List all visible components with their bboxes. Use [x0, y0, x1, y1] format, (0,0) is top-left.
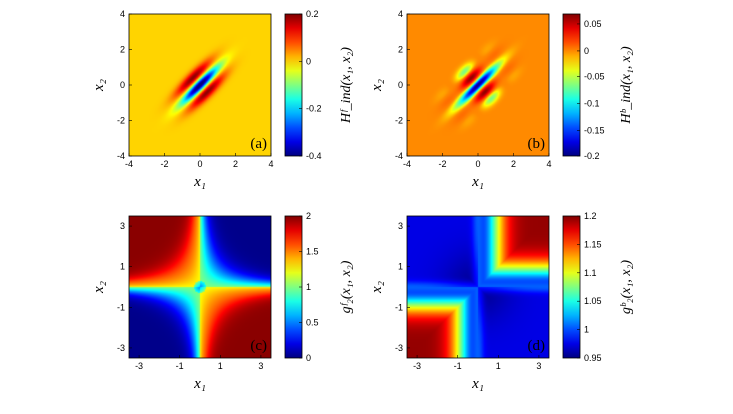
- colorbar-tick-label: 2: [306, 211, 311, 221]
- x-tick-label: 0: [197, 159, 202, 169]
- colorbar-tick-label: 1.05: [584, 296, 602, 306]
- colorbar-tick-label: -0.1: [584, 98, 600, 108]
- x-axis-label: x₁: [193, 376, 206, 392]
- y-tick-label: 4: [120, 9, 125, 19]
- x-tick-label: -1: [454, 361, 462, 371]
- x-tick-label: -1: [176, 361, 184, 371]
- colorbar-tick-label: -0.2: [584, 151, 600, 161]
- colorbar-tick-label: 1.1: [584, 268, 597, 278]
- colorbar-tick-label: -0.2: [306, 104, 322, 114]
- y-tick-label: 2: [120, 45, 125, 55]
- heatmap-image: [129, 216, 271, 358]
- panel-c: -3 -1 1 3 3 1 -1 -3 x₁ x₂ (c) 2 1.5 1 0.5 0 gᶠ₂(x₁, x₂): [91, 211, 354, 392]
- x-tick-label: 0: [475, 159, 480, 169]
- plot-frame: [406, 215, 550, 359]
- y-axis-label: x₂: [369, 281, 385, 294]
- x-tick-label: -2: [438, 159, 446, 169]
- y-axis-label: x₂: [91, 281, 107, 294]
- x-tick-label: 4: [268, 159, 273, 169]
- heatmap-image: [407, 14, 549, 156]
- y-tick-label: 3: [120, 221, 125, 231]
- x-tick-label: 2: [233, 159, 238, 169]
- x-tick-label: 4: [546, 159, 551, 169]
- colorbar-tick-label: 1.15: [584, 239, 602, 249]
- colorbar: [562, 215, 581, 359]
- panel-label: (d): [528, 338, 546, 354]
- colorbar-label: Hᶠ_ind(x₁, x₂): [339, 47, 354, 124]
- colorbar-tick-label: -0.4: [306, 151, 322, 161]
- colorbar-tick-label: 0: [306, 353, 311, 363]
- y-tick-label: 3: [398, 221, 403, 231]
- y-tick-label: -3: [117, 343, 125, 353]
- x-tick-label: -3: [135, 361, 143, 371]
- colorbar: [284, 13, 303, 157]
- y-axis-label: x₂: [91, 79, 107, 92]
- heatmap-image: [407, 216, 549, 358]
- x-axis-label: x₁: [471, 376, 484, 392]
- y-tick-label: -4: [117, 151, 125, 161]
- y-tick-label: 0: [120, 80, 125, 90]
- y-tick-label: -2: [395, 116, 403, 126]
- x-tick-label: -2: [160, 159, 168, 169]
- panel-d: -3 -1 1 3 3 1 -1 -3 x₁ x₂ (d) 1.2 1.15 1.1 1.05 1 0.95 gᵇ…: [369, 211, 634, 392]
- x-tick-label: -4: [403, 159, 411, 169]
- plot-frame: [128, 215, 272, 359]
- panel-b: -4 -2 0 2 4 4 2 0 -2 -4 x₁ x₂ (b) 0.05 0 -0.05 -0.1 -0.15…: [369, 9, 634, 190]
- colorbar-label: Hᵇ_ind(x₁, x₂): [619, 46, 634, 125]
- x-tick-label: 3: [258, 361, 263, 371]
- y-tick-label: 2: [398, 45, 403, 55]
- y-tick-label: -1: [117, 302, 125, 312]
- y-tick-label: -2: [117, 116, 125, 126]
- y-tick-label: -4: [395, 151, 403, 161]
- colorbar: [562, 13, 581, 157]
- y-axis-label: x₂: [369, 79, 385, 92]
- y-tick-label: -3: [395, 343, 403, 353]
- colorbar-tick-label: 0.5: [306, 318, 319, 328]
- x-tick-label: -4: [125, 159, 133, 169]
- colorbar-tick-label: 1: [306, 282, 311, 292]
- colorbar-tick-label: 0: [584, 46, 589, 56]
- colorbar-tick-label: -0.15: [584, 125, 605, 135]
- y-tick-label: 1: [398, 262, 403, 272]
- colorbar-label: gᶠ₂(x₁, x₂): [339, 260, 354, 313]
- panel-label: (c): [250, 338, 267, 354]
- x-tick-label: -3: [413, 361, 421, 371]
- x-tick-label: 3: [536, 361, 541, 371]
- colorbar-tick-label: 1.5: [306, 247, 319, 257]
- heatmap-image: [129, 14, 271, 156]
- colorbar-tick-label: 0.05: [584, 19, 602, 29]
- colorbar-tick-label: 0.95: [584, 353, 602, 363]
- x-axis-label: x₁: [471, 174, 484, 190]
- colorbar-tick-label: 0.2: [306, 9, 319, 19]
- colorbar-tick-label: 0: [306, 56, 311, 66]
- colorbar-tick-label: -0.05: [584, 71, 605, 81]
- colorbar-label: gᵇ₂(x₁, x₂): [619, 260, 634, 314]
- panel-a: -4 -2 0 2 4 4 2 0 -2 -4 x₁ x₂ (a) 0.2 0 -0.2 -0.4 Hᶠ_ind(…: [91, 9, 354, 190]
- x-tick-label: 1: [496, 361, 501, 371]
- x-tick-label: 1: [218, 361, 223, 371]
- x-axis-label: x₁: [193, 174, 206, 190]
- y-tick-label: -1: [395, 302, 403, 312]
- y-tick-label: 4: [398, 9, 403, 19]
- panel-label: (b): [528, 136, 546, 152]
- panel-label: (a): [250, 136, 267, 152]
- y-tick-label: 0: [398, 80, 403, 90]
- colorbar-tick-label: 1: [584, 325, 589, 335]
- y-tick-label: 1: [120, 262, 125, 272]
- colorbar-tick-label: 1.2: [584, 211, 597, 221]
- x-tick-label: 2: [511, 159, 516, 169]
